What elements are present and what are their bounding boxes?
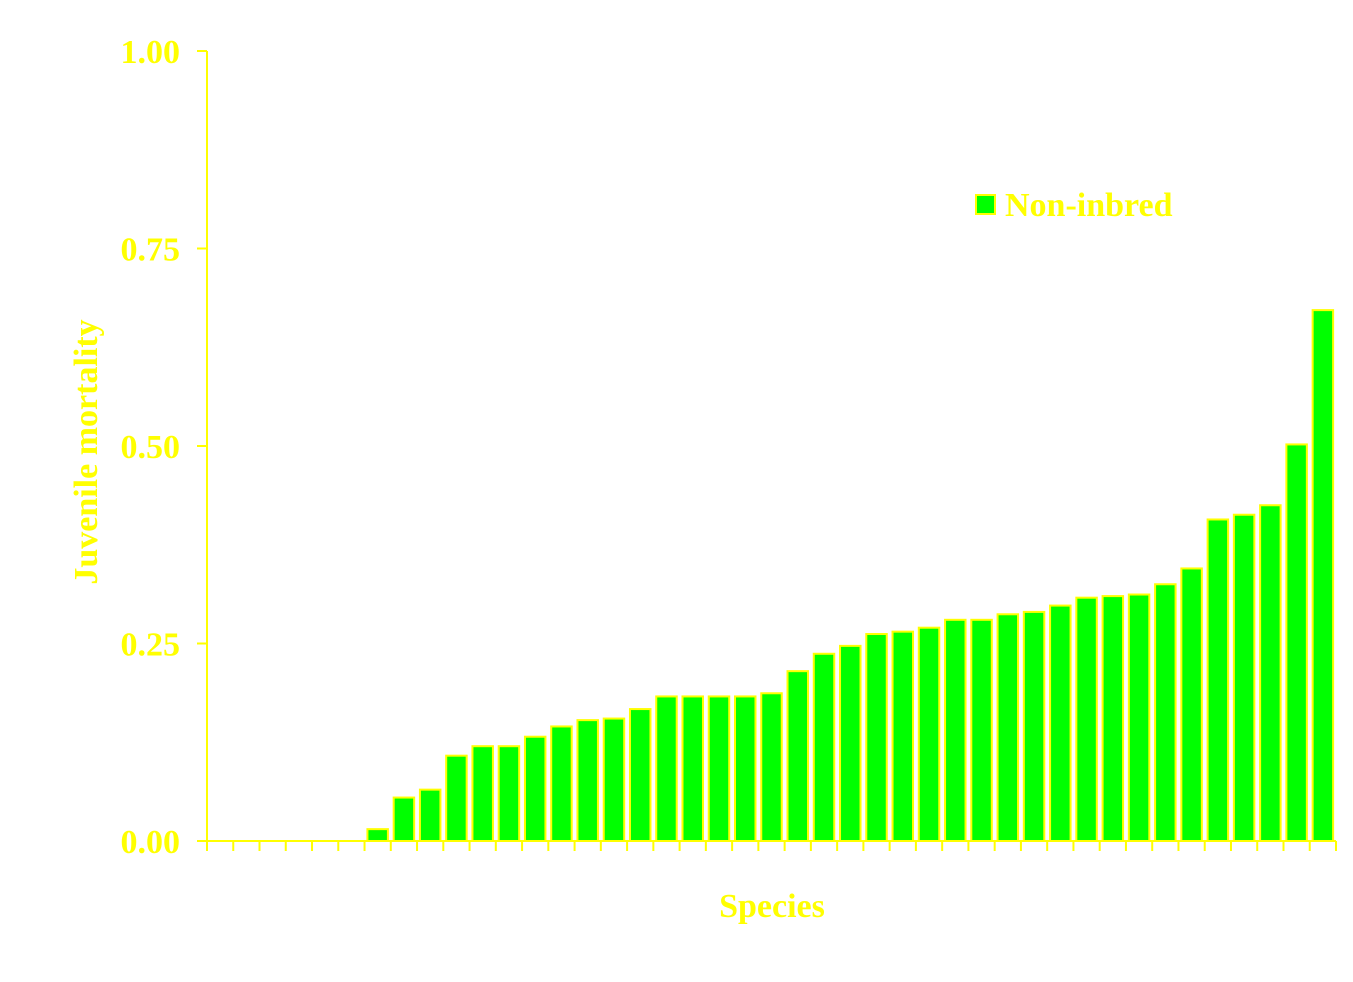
bar	[1232, 513, 1256, 842]
legend-label: Non-inbred	[1005, 187, 1173, 224]
bar	[1206, 518, 1230, 842]
legend-swatch	[975, 194, 996, 215]
bar	[970, 618, 993, 842]
y-tick-label: 0.25	[121, 627, 181, 664]
bar	[392, 796, 416, 842]
y-tick-label: 1.00	[121, 34, 181, 71]
bar	[1180, 567, 1203, 842]
bar	[550, 725, 573, 843]
bar	[497, 745, 521, 843]
bar	[1022, 610, 1046, 843]
bar	[681, 695, 704, 842]
x-axis-label: Species	[719, 888, 825, 925]
bar	[944, 618, 967, 842]
bar	[1127, 593, 1151, 843]
x-axis-ticks	[206, 841, 1337, 851]
bar	[1154, 583, 1177, 842]
legend: Non-inbred	[975, 187, 1173, 224]
bar	[1049, 604, 1072, 843]
bar	[865, 633, 888, 843]
bar	[996, 613, 1020, 843]
bar	[707, 695, 731, 842]
y-tick-label: 0.00	[121, 824, 181, 861]
bar	[839, 644, 862, 842]
bar	[655, 695, 678, 842]
bar	[366, 828, 389, 843]
y-tick-label: 0.75	[121, 232, 181, 269]
bar	[760, 692, 783, 843]
bar	[602, 717, 626, 842]
y-tick-label: 0.50	[121, 429, 181, 466]
bar	[523, 735, 547, 842]
y-axis-ticks: 0.00 0.25 0.50 0.75 1.00	[121, 34, 207, 861]
bar	[1259, 504, 1282, 842]
bar	[1075, 596, 1098, 842]
bar	[734, 695, 757, 842]
bar	[917, 626, 941, 843]
bar	[1311, 309, 1335, 842]
bar	[418, 788, 442, 843]
bar	[812, 652, 836, 843]
bar	[1285, 443, 1308, 842]
bar	[471, 745, 494, 843]
bar	[445, 754, 468, 842]
bar	[891, 630, 915, 843]
bars	[366, 309, 1335, 843]
bar	[1101, 595, 1125, 842]
y-axis-label: Juvenile mortality	[68, 319, 105, 584]
bar	[576, 719, 599, 843]
bar	[628, 708, 652, 842]
bar	[786, 670, 809, 843]
